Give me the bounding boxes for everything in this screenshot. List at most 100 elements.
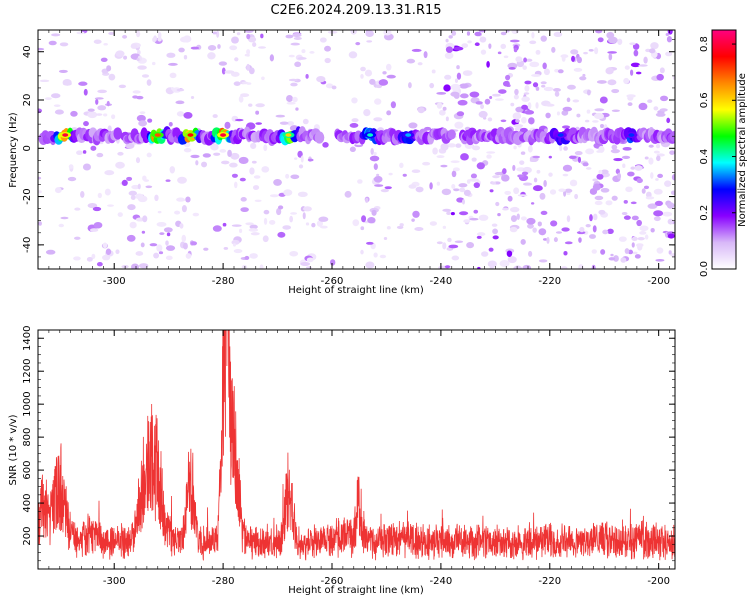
spectrogram-blob: [229, 45, 238, 51]
spectrogram-blob: [564, 241, 573, 245]
spectrogram-blob: [594, 108, 605, 112]
spectrogram-blob: [246, 63, 250, 71]
spectrogram-blob: [136, 114, 146, 122]
spectrogram-blob: [411, 218, 415, 222]
spectrogram-blob: [479, 36, 487, 43]
spectrogram-blob: [476, 232, 486, 237]
spectrogram-blob: [137, 50, 141, 55]
spectrogram-blob: [455, 143, 462, 148]
spectrogram-blob: [553, 88, 561, 92]
spectrogram-blob: [139, 111, 146, 115]
spectrogram-blob: [589, 214, 593, 222]
spectrogram-blob: [54, 109, 64, 115]
spectrogram-blob: [89, 228, 99, 232]
spectrogram-blob: [174, 210, 181, 215]
y-tick-label: 600: [22, 461, 33, 480]
spectrogram-blob: [53, 104, 61, 107]
y-tick-label: 40: [22, 45, 33, 58]
spectrogram-blob: [659, 108, 668, 112]
spectrogram-blob: [522, 182, 533, 186]
spectrogram-blob: [653, 216, 661, 222]
x-tick-label: -260: [321, 576, 344, 587]
spectrogram-blob: [588, 48, 594, 52]
spectrogram-blob: [548, 155, 552, 159]
spectrogram-blob: [128, 190, 138, 196]
spectrogram-blob: [592, 225, 597, 233]
spectrogram-blob: [650, 227, 655, 233]
x-tick-label: -300: [103, 276, 126, 287]
spectrogram-blob: [93, 221, 103, 229]
spectrogram-blob: [600, 187, 610, 193]
spectrogram-blob: [494, 98, 504, 101]
spectrogram-blob: [639, 231, 647, 235]
spectrogram-blob: [231, 36, 239, 44]
spectrogram-blob: [561, 227, 570, 232]
spectrogram-blob: [557, 69, 564, 74]
spectrogram-frame: [37, 29, 676, 270]
spectrogram-blob: [641, 188, 646, 194]
spectrogram-blob: [594, 195, 604, 201]
spectrogram-blob: [48, 40, 57, 46]
spectrogram-blob: [244, 30, 254, 34]
y-tick-label: 1400: [22, 326, 33, 351]
spectrogram-blob: [80, 190, 85, 198]
spectrogram-blob: [259, 264, 264, 269]
spectrogram-blob: [596, 80, 607, 84]
spectrogram-blob: [521, 104, 528, 110]
spectrogram-blob: [153, 252, 160, 259]
spectrogram-blob: [176, 88, 185, 92]
spectrogram-blob: [450, 91, 460, 97]
spectrogram-blob: [566, 215, 571, 223]
spectrogram-blob: [108, 31, 115, 35]
spectrogram-blob: [531, 73, 541, 77]
spectrogram-blob: [331, 85, 337, 90]
spectrogram-blob: [227, 149, 232, 158]
spectrogram-blob: [366, 241, 374, 245]
spectrogram-blob: [566, 97, 571, 103]
spectrogram-blob: [255, 103, 265, 108]
spectrogram-blob: [386, 226, 391, 230]
spectrogram-blob: [408, 122, 418, 129]
spectrogram-blob: [471, 145, 481, 151]
spectrogram-blob: [643, 56, 648, 64]
spectrogram-blob: [97, 89, 108, 94]
spectrogram-blob: [252, 42, 257, 47]
spectrogram-blob: [454, 121, 464, 129]
spectrogram-blob: [261, 166, 270, 173]
spectrogram-blob: [600, 249, 606, 255]
spectrogram-blob: [538, 259, 548, 263]
spectrogram-blob: [201, 161, 208, 168]
spectrogram-blob: [51, 93, 61, 99]
spectrogram-blob: [540, 35, 547, 42]
spectrogram-blob: [231, 173, 238, 178]
spectrogram-blob: [524, 110, 535, 115]
spectrogram-blob: [277, 205, 284, 210]
spectral-band-blob: [447, 129, 456, 140]
spectrogram-blob: [621, 211, 628, 216]
spectrogram-blob: [58, 223, 65, 228]
spectrogram-blob: [470, 173, 477, 179]
spectrogram-blob: [442, 106, 447, 111]
spectrogram-blob: [74, 236, 81, 240]
spectrogram-blob: [229, 162, 238, 168]
spectrogram-blob: [249, 167, 255, 175]
spectrogram-blob: [578, 264, 584, 269]
spectrogram-blob: [584, 119, 590, 123]
spectrogram-blob: [165, 245, 176, 251]
spectrogram-blob: [524, 85, 530, 92]
spectrogram-blob: [540, 81, 547, 85]
spectrogram-blob: [183, 147, 192, 153]
spectrogram-blob: [598, 169, 603, 175]
spectrogram-blob: [447, 237, 452, 243]
spectrogram-blob: [269, 194, 279, 198]
spectrogram-blob: [516, 213, 520, 220]
spectrogram-blob: [104, 170, 115, 176]
spectral-peak-core: [62, 133, 69, 137]
spectrogram-blob: [300, 155, 304, 163]
spectrogram-blob: [429, 221, 438, 226]
spectrogram-blob: [596, 173, 604, 180]
spectrogram-blob: [129, 221, 137, 229]
x-tick-label: -220: [538, 276, 561, 287]
spectrogram-blob: [373, 117, 383, 122]
spectrogram-blob: [607, 51, 617, 54]
